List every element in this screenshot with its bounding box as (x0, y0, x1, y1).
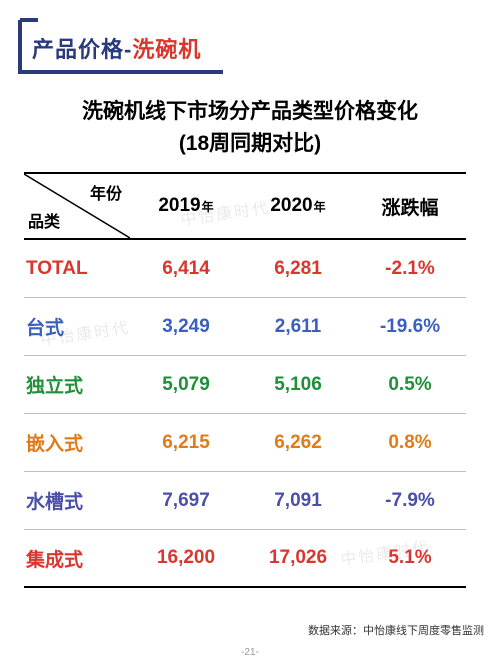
cell-change: -2.1% (354, 258, 466, 280)
title-part1: 产品价格- (32, 37, 132, 62)
cell-category: 嵌入式 (24, 429, 130, 456)
price-table: 年份 品类 2019年 2020年 涨跌幅 TOTAL6,4146,281-2.… (24, 172, 466, 588)
page-number: -21- (0, 647, 500, 658)
cell-2020: 2,611 (242, 316, 354, 338)
cell-2019: 16,200 (130, 547, 242, 569)
cell-category: TOTAL (24, 258, 130, 280)
table-header: 年份 品类 2019年 2020年 涨跌幅 (24, 172, 466, 240)
page-title: 产品价格-洗碗机 (32, 32, 201, 64)
cell-2020: 6,281 (242, 258, 354, 280)
subtitle-line2: (18周同期对比) (0, 128, 500, 160)
table-row: 独立式5,0795,1060.5% (24, 356, 466, 414)
title-part2: 洗碗机 (132, 37, 201, 62)
th-2020: 2020年 (242, 174, 354, 238)
th-2019: 2019年 (130, 174, 242, 238)
subtitle: 洗碗机线下市场分产品类型价格变化 (18周同期对比) (0, 96, 500, 159)
table-row: 集成式16,20017,0265.1% (24, 530, 466, 588)
cell-category: 集成式 (24, 545, 130, 572)
th-year-label: 年份 (90, 180, 122, 204)
cell-category: 独立式 (24, 371, 130, 398)
cell-change: 5.1% (354, 547, 466, 569)
th-change: 涨跌幅 (354, 174, 466, 238)
th-category-label: 品类 (28, 208, 60, 232)
cell-2019: 7,697 (130, 490, 242, 512)
cell-2020: 5,106 (242, 374, 354, 396)
cell-category: 水槽式 (24, 487, 130, 514)
subtitle-line1: 洗碗机线下市场分产品类型价格变化 (0, 96, 500, 128)
cell-change: -19.6% (354, 316, 466, 338)
cell-2019: 6,414 (130, 258, 242, 280)
cell-category: 台式 (24, 313, 130, 340)
cell-2020: 7,091 (242, 490, 354, 512)
cell-2020: 6,262 (242, 432, 354, 454)
cell-2019: 6,215 (130, 432, 242, 454)
table-row: 嵌入式6,2156,2620.8% (24, 414, 466, 472)
cell-2019: 5,079 (130, 374, 242, 396)
table-row: 台式3,2492,611-19.6% (24, 298, 466, 356)
cell-2020: 17,026 (242, 547, 354, 569)
table-row: TOTAL6,4146,281-2.1% (24, 240, 466, 298)
data-source: 数据来源：中怡康线下周度零售监测 (308, 622, 484, 638)
th-category: 年份 品类 (24, 174, 130, 238)
cell-change: 0.5% (354, 374, 466, 396)
cell-change: 0.8% (354, 432, 466, 454)
table-body: TOTAL6,4146,281-2.1%台式3,2492,611-19.6%独立… (24, 240, 466, 588)
cell-2019: 3,249 (130, 316, 242, 338)
cell-change: -7.9% (354, 490, 466, 512)
table-row: 水槽式7,6977,091-7.9% (24, 472, 466, 530)
